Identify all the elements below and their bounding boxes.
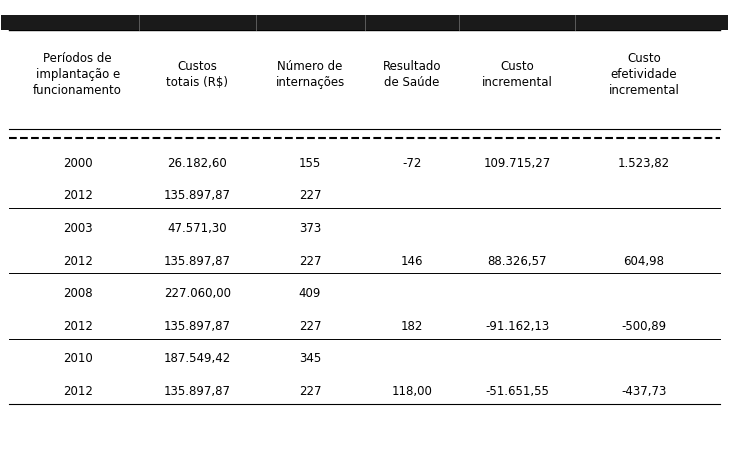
- Text: 182: 182: [400, 320, 423, 333]
- Text: 2008: 2008: [63, 287, 93, 300]
- Text: 2012: 2012: [63, 255, 93, 267]
- Text: 118,00: 118,00: [391, 385, 432, 398]
- Text: 155: 155: [299, 157, 321, 170]
- Text: Períodos de
implantação e
funcionamento: Períodos de implantação e funcionamento: [34, 52, 122, 97]
- Text: Número de
internações: Número de internações: [276, 59, 345, 89]
- Text: 47.571,30: 47.571,30: [168, 222, 227, 235]
- Text: 2012: 2012: [63, 320, 93, 333]
- Text: 135.897,87: 135.897,87: [164, 320, 231, 333]
- Text: 187.549,42: 187.549,42: [164, 352, 231, 365]
- Text: 345: 345: [299, 352, 321, 365]
- Text: 227: 227: [299, 320, 321, 333]
- Text: -437,73: -437,73: [621, 385, 667, 398]
- Text: 373: 373: [299, 222, 321, 235]
- Text: 109.715,27: 109.715,27: [483, 157, 550, 170]
- Text: 88.326,57: 88.326,57: [487, 255, 547, 267]
- Text: 227: 227: [299, 189, 321, 202]
- Text: 227: 227: [299, 255, 321, 267]
- Text: 2012: 2012: [63, 385, 93, 398]
- Text: -72: -72: [402, 157, 421, 170]
- Text: 2012: 2012: [63, 189, 93, 202]
- Bar: [1, 15, 728, 31]
- Text: 409: 409: [299, 287, 321, 300]
- Text: 604,98: 604,98: [623, 255, 665, 267]
- Text: 2010: 2010: [63, 352, 93, 365]
- Text: 1.523,82: 1.523,82: [618, 157, 670, 170]
- Text: 2003: 2003: [63, 222, 93, 235]
- Text: Custos
totais (R$): Custos totais (R$): [166, 59, 228, 89]
- Text: 2000: 2000: [63, 157, 93, 170]
- Text: Resultado
de Saúde: Resultado de Saúde: [383, 59, 441, 89]
- Text: Custo
efetividade
incremental: Custo efetividade incremental: [609, 52, 679, 97]
- Text: -51.651,55: -51.651,55: [485, 385, 549, 398]
- Text: 135.897,87: 135.897,87: [164, 189, 231, 202]
- Text: -91.162,13: -91.162,13: [485, 320, 549, 333]
- Text: 146: 146: [400, 255, 423, 267]
- Text: Custo
incremental: Custo incremental: [482, 59, 553, 89]
- Text: -500,89: -500,89: [622, 320, 666, 333]
- Text: 227: 227: [299, 385, 321, 398]
- Text: 26.182,60: 26.182,60: [168, 157, 227, 170]
- Text: 135.897,87: 135.897,87: [164, 255, 231, 267]
- Text: 227.060,00: 227.060,00: [164, 287, 231, 300]
- Text: 135.897,87: 135.897,87: [164, 385, 231, 398]
